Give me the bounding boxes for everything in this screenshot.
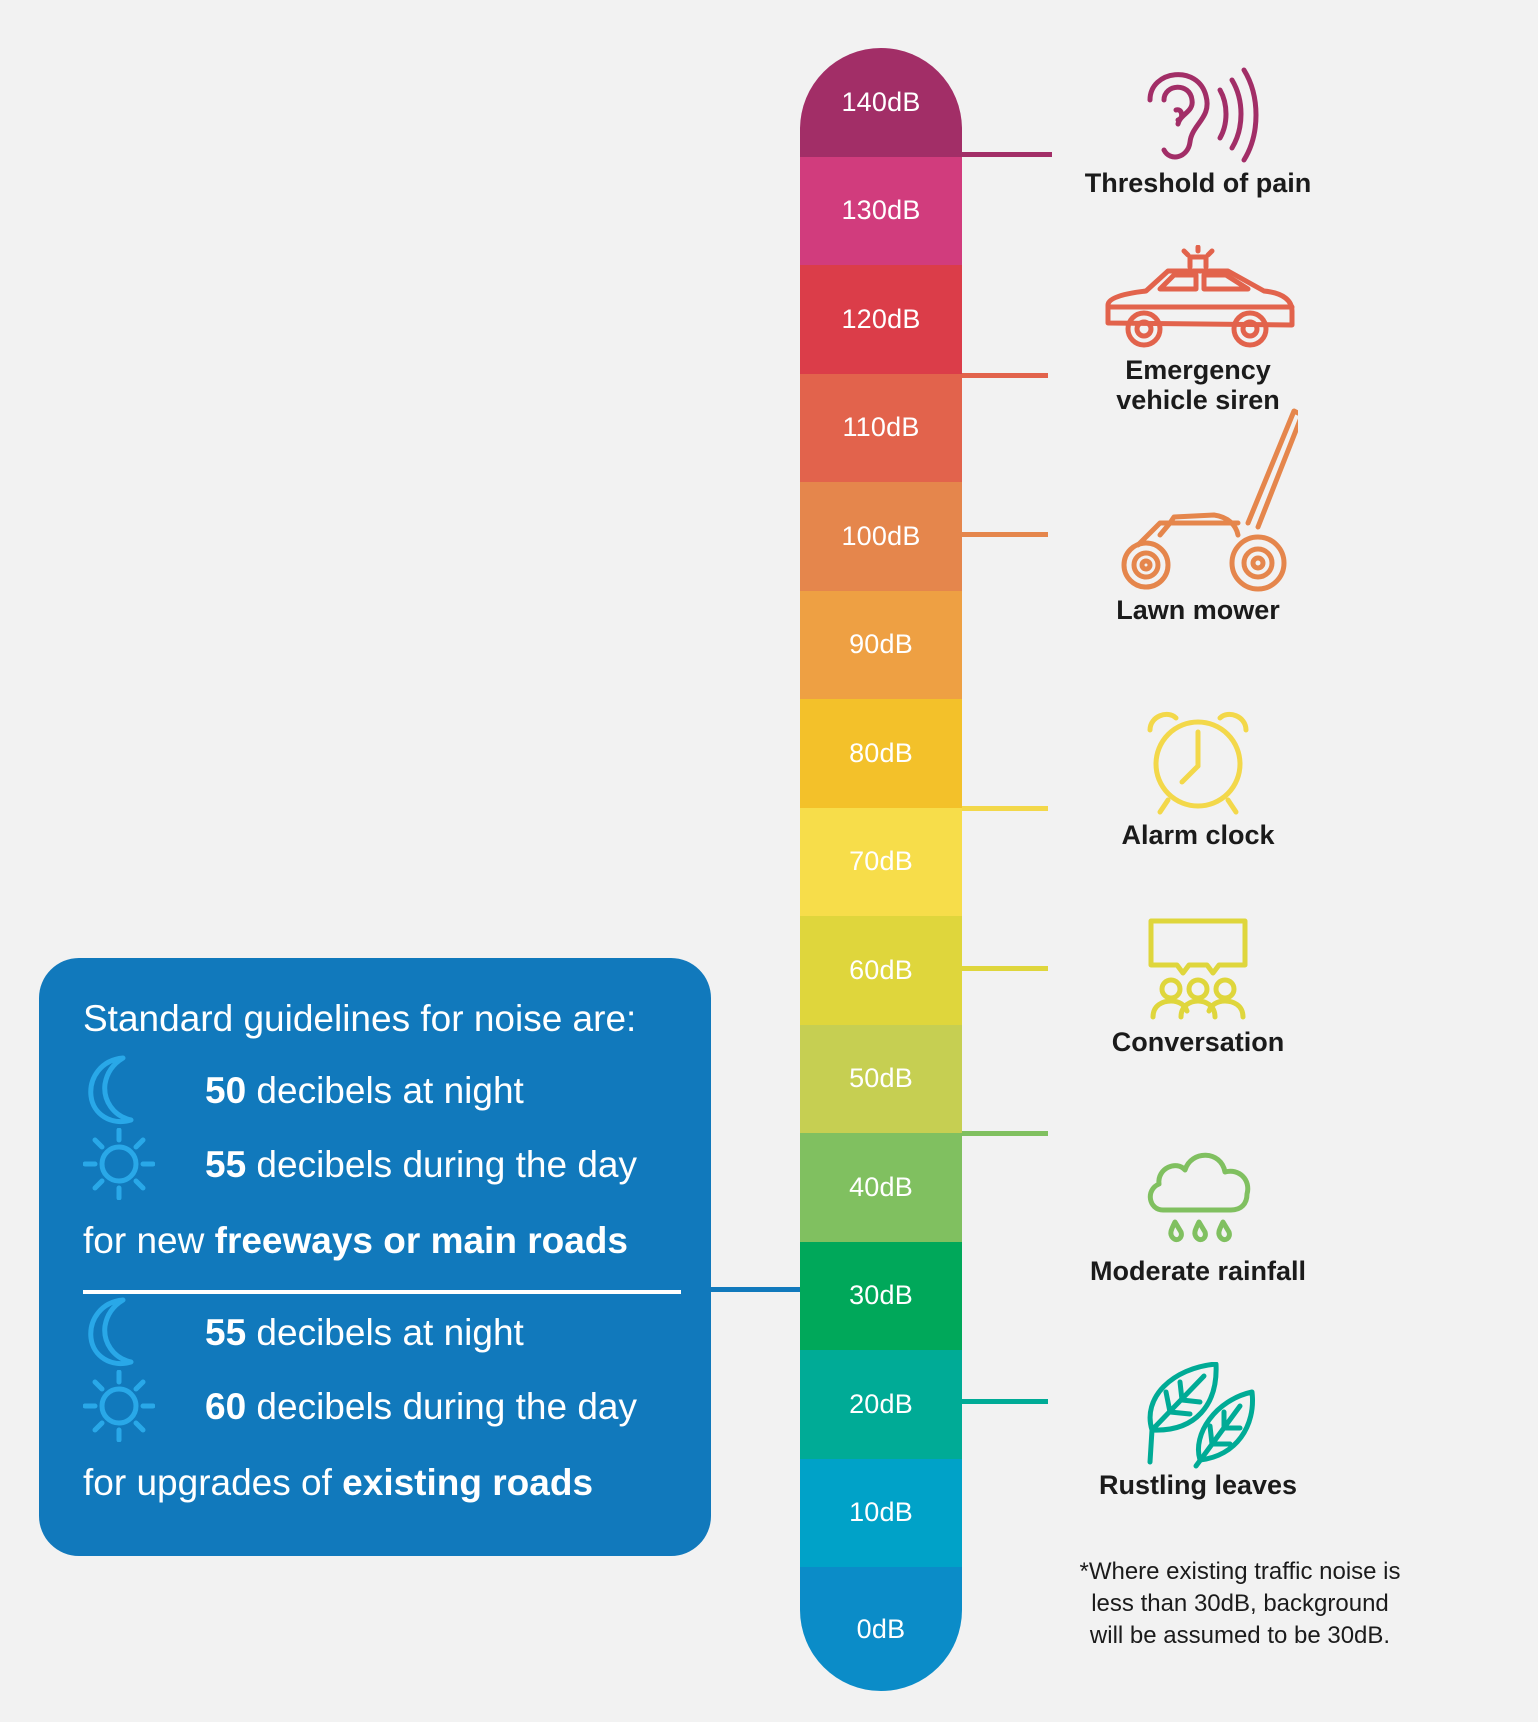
guidelines-box: Standard guidelines for noise are: 50 de… xyxy=(39,958,711,1556)
moon-icon xyxy=(88,1297,134,1366)
example-label: Alarm clock xyxy=(1121,820,1275,850)
sun-icon xyxy=(83,1128,155,1200)
ear-icon xyxy=(1147,67,1259,163)
decibel-level-30db: 30dB xyxy=(800,1241,962,1350)
example-moderate-rainfall: Moderate rainfall xyxy=(1038,1148,1358,1286)
connector-threshold-of-pain xyxy=(962,152,1052,157)
decibel-level-90db: 90dB xyxy=(800,590,962,699)
connector-alarm-clock xyxy=(962,806,1048,811)
decibel-level-130db: 130dB xyxy=(800,156,962,265)
decibel-level-80db: 80dB xyxy=(800,699,962,808)
leaves-icon xyxy=(1147,1362,1255,1469)
conversation-icon xyxy=(1148,918,1248,1020)
new-roads-night-text: 50 decibels at night xyxy=(205,1070,524,1111)
example-threshold-of-pain: Threshold of pain xyxy=(1038,58,1358,198)
existing-roads-night-text: 55 decibels at night xyxy=(205,1312,524,1353)
example-label: Lawn mower xyxy=(1116,595,1280,625)
guideline-connector xyxy=(711,1287,800,1292)
rain-cloud-icon xyxy=(1147,1152,1251,1243)
decibel-level-140db: 140dB xyxy=(800,48,962,157)
existing-roads-day-text: 60 decibels during the day xyxy=(205,1386,637,1427)
alarm-clock-icon xyxy=(1147,712,1249,815)
lawn-mower-icon xyxy=(1121,408,1298,592)
guidelines-divider xyxy=(83,1290,681,1294)
footnote: *Where existing traffic noise is less th… xyxy=(1079,1558,1401,1649)
example-rustling-leaves: Rustling leaves xyxy=(1038,1362,1358,1500)
decibel-level-60db: 60dB xyxy=(800,916,962,1025)
connector-lawn-mower xyxy=(962,532,1048,537)
police-car-icon xyxy=(1105,245,1295,348)
example-emergency-vehicle-siren: Emergency vehicle siren xyxy=(1038,245,1358,415)
decibel-level-70db: 70dB xyxy=(800,807,962,916)
new-roads-day-text: 55 decibels during the day xyxy=(205,1144,637,1185)
decibel-level-100db: 100dB xyxy=(800,482,962,591)
connector-rustling-leaves xyxy=(962,1399,1048,1404)
example-label: Moderate rainfall xyxy=(1089,1256,1307,1286)
connector-moderate-rainfall xyxy=(962,1131,1048,1136)
guidelines-heading: Standard guidelines for noise are: xyxy=(83,998,637,1039)
example-conversation: Conversation xyxy=(1038,917,1358,1057)
decibel-level-50db: 50dB xyxy=(800,1024,962,1133)
sun-icon xyxy=(83,1370,155,1442)
decibel-scale: 140dB 130dB 120dB 110dB 100dB 90dB 80dB 70dB 60d… xyxy=(800,48,962,1691)
example-label: Threshold of pain xyxy=(1084,168,1312,198)
new-roads-footer: for new freeways or main roads xyxy=(83,1220,628,1261)
decibel-level-0db: 0dB xyxy=(800,1567,962,1691)
example-label: Conversation xyxy=(1111,1027,1285,1057)
connector-emergency-siren xyxy=(962,373,1048,378)
example-lawn-mower: Lawn mower xyxy=(1038,405,1358,625)
example-label: Emergency vehicle siren xyxy=(1116,355,1280,415)
existing-roads-footer: for upgrades of existing roads xyxy=(83,1462,594,1503)
decibel-level-10db: 10dB xyxy=(800,1458,962,1567)
decibel-level-40db: 40dB xyxy=(800,1133,962,1242)
moon-icon xyxy=(88,1055,134,1124)
decibel-level-120db: 120dB xyxy=(800,265,962,374)
decibel-level-20db: 20dB xyxy=(800,1350,962,1459)
connector-conversation xyxy=(962,966,1048,971)
example-alarm-clock: Alarm clock xyxy=(1038,708,1358,850)
decibel-level-110db: 110dB xyxy=(800,373,962,482)
example-label: Rustling leaves xyxy=(1098,1470,1298,1500)
